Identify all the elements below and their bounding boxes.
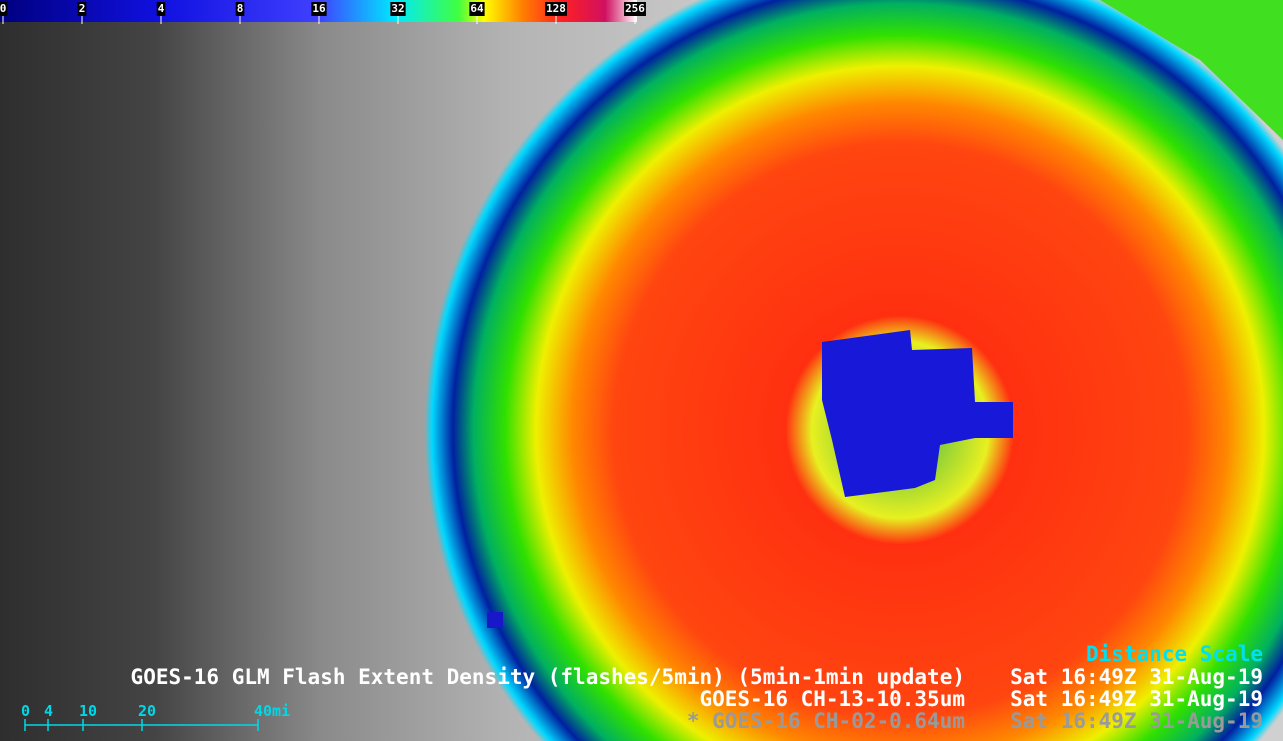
colorbar-label-bg [156,2,166,16]
colorbar-label-bg [390,2,406,16]
distance-scale: 0 4 10 20 40mi [21,702,290,731]
colorbar-label-bg [469,2,485,16]
legend-title: Distance Scale [1086,642,1263,666]
colorbar-label-bg [235,2,245,16]
scale-label: 4 [44,702,53,720]
colorbar-label: 4 [158,2,165,15]
scale-label: 10 [79,702,97,720]
colorbar-label: 32 [391,2,404,15]
colorbar-label-bg [77,2,87,16]
glm-flash-area [487,612,503,628]
scale-label: 0 [21,702,30,720]
colorbar-label: 2 [79,2,86,15]
colorbar-label-bg [624,2,646,16]
scale-label: 40mi [254,702,290,720]
colorbar-label-bg [0,2,8,16]
colorbar-label-bg [311,2,327,16]
colorbar-label: 16 [312,2,326,15]
legend: GOES-16 GLM Flash Extent Density (flashe… [131,665,1263,733]
colorbar-label: 0 [0,2,6,15]
glm-flash-area [822,330,1013,497]
colorbar-label: 128 [546,2,566,15]
ir-imagery [1100,0,1283,140]
legend-time: Sat 16:49Z 31-Aug-19 [1010,709,1263,733]
legend-product: * GOES-16 CH-02-0.64um [687,709,965,733]
scale-label: 20 [138,702,156,720]
legend-time: Sat 16:49Z 31-Aug-19 [1010,665,1263,689]
legend-product: GOES-16 CH-13-10.35um [699,687,965,711]
colorbar-labels: 0 2 4 8 16 32 64 128 256 [0,2,646,24]
colorbar-label-bg [545,2,567,16]
colorbar-label: 64 [470,2,484,15]
colorbar-label: 256 [625,2,645,15]
colorbar-label: 8 [237,2,244,15]
legend-product: GOES-16 GLM Flash Extent Density (flashe… [131,665,965,689]
legend-time: Sat 16:49Z 31-Aug-19 [1010,687,1263,711]
